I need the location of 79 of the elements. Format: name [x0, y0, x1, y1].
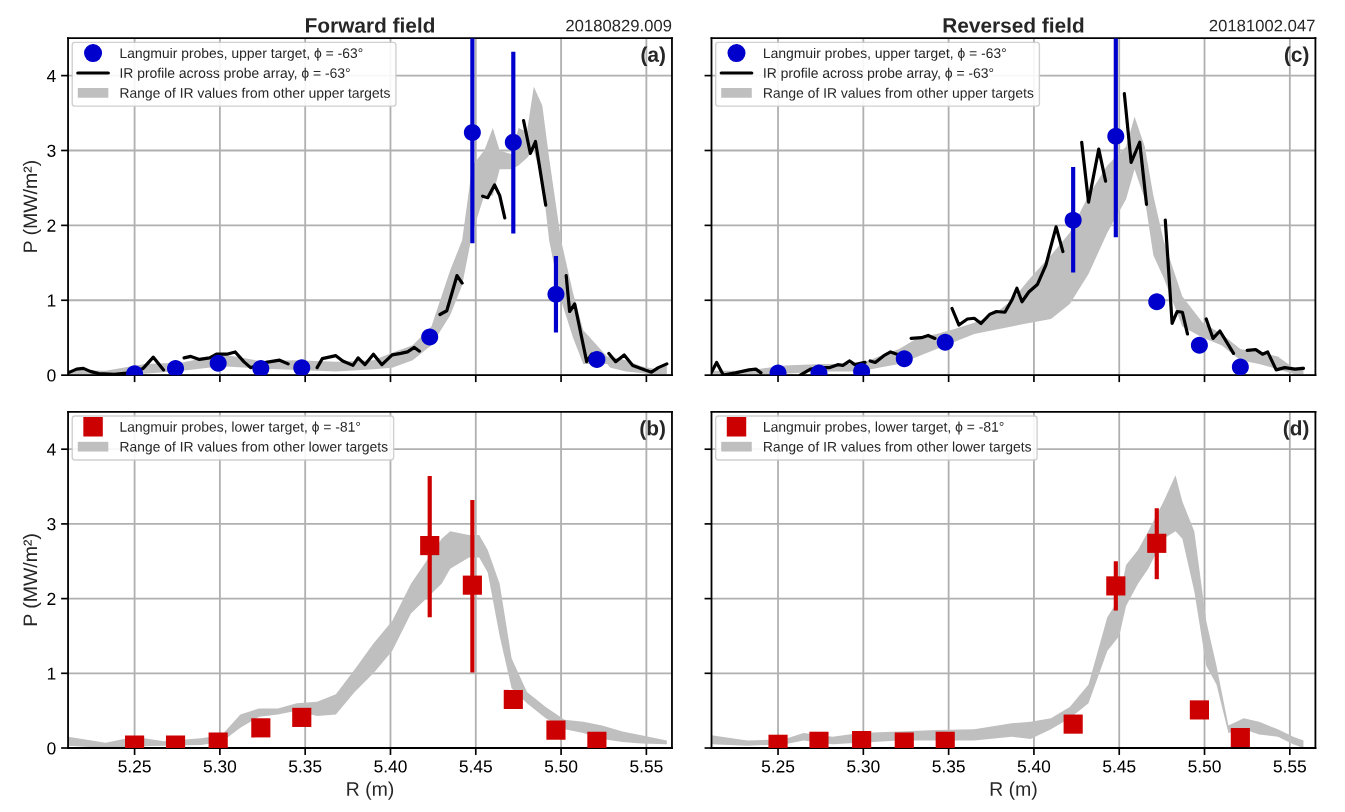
legend-label: Range of IR values from other upper targets: [764, 87, 1034, 101]
y-tick-label: 3: [47, 518, 56, 531]
y-tick-label: 4: [47, 443, 56, 456]
annotation: (c): [1284, 46, 1309, 67]
point: [252, 359, 270, 376]
point: [587, 731, 607, 749]
x-tick-label: 5.25: [761, 760, 795, 773]
point: [852, 730, 872, 749]
x-tick-label: 5.55: [1273, 760, 1306, 773]
legend-label: Range of IR values from other upper targets: [120, 87, 390, 101]
legend-label: IR profile across probe array, ϕ = -63°: [120, 67, 350, 81]
point: [1106, 576, 1126, 596]
y-tick-label: 1: [47, 294, 56, 307]
point: [895, 350, 913, 368]
point: [894, 732, 914, 749]
x-tick-label: 5.45: [1103, 760, 1136, 773]
point: [588, 350, 606, 368]
y-tick-label: 2: [47, 219, 56, 232]
x-tick-label: 5.30: [847, 760, 880, 773]
chart-title: Forward field: [306, 17, 435, 33]
x-tick-label: 5.35: [932, 760, 965, 773]
legend-label: IR profile across probe array, ϕ = -63°: [764, 67, 994, 81]
legend-label: Range of IR values from other lower targets: [764, 441, 1032, 455]
point: [251, 718, 271, 738]
point: [546, 720, 566, 740]
y-tick-label: 0: [47, 742, 56, 755]
annotation: (a): [641, 46, 665, 67]
point: [503, 689, 523, 710]
point: [421, 328, 439, 346]
x-tick-label: 5.40: [1017, 760, 1051, 773]
x-tick-label: 5.50: [1188, 760, 1221, 773]
legend-label: Langmuir probes, lower target, ϕ = -81°: [120, 421, 361, 435]
point: [292, 707, 312, 727]
point: [936, 333, 954, 351]
point: [547, 285, 565, 303]
legend-label: Langmuir probes, upper target, ϕ = -63°: [120, 47, 363, 61]
x-tick-label: 5.45: [459, 760, 492, 773]
text: 20180829.009: [566, 19, 672, 32]
x-axis-title: R (m): [347, 781, 394, 800]
point: [1231, 358, 1249, 376]
point: [463, 124, 481, 142]
point: [209, 354, 227, 372]
x-axis-title: R (m): [990, 781, 1037, 800]
annotation: (b): [640, 420, 665, 440]
point: [208, 732, 228, 749]
x-tick-label: 5.55: [630, 760, 663, 773]
point: [1107, 127, 1125, 145]
point: [1063, 714, 1083, 734]
point: [167, 359, 185, 376]
x-tick-label: 5.35: [288, 760, 322, 773]
y-tick-label: 0: [47, 369, 56, 382]
legend-label: Langmuir probes, upper target, ϕ = -63°: [764, 47, 1006, 61]
chart-title: Reversed field: [943, 17, 1084, 33]
x-tick-label: 5.50: [544, 760, 578, 773]
point: [1190, 336, 1208, 354]
point: [504, 133, 522, 151]
point: [1147, 533, 1167, 553]
point: [1148, 293, 1166, 311]
y-axis-title: P (MW/m²): [22, 534, 42, 626]
y-tick-label: 3: [47, 144, 56, 157]
legend-label: Langmuir probes, lower target, ϕ = -81°: [764, 421, 1004, 435]
x-tick-label: 5.25: [118, 760, 151, 773]
y-axis-title: P (MW/m²): [22, 161, 42, 252]
point: [1064, 211, 1082, 229]
point: [809, 731, 829, 749]
y-tick-label: 4: [47, 69, 56, 82]
y-tick-label: 1: [47, 667, 56, 680]
point: [1189, 700, 1209, 720]
legend-label: Range of IR values from other lower targets: [120, 441, 388, 455]
point: [420, 535, 440, 556]
y-tick-label: 2: [47, 592, 56, 605]
x-tick-label: 5.40: [374, 760, 407, 773]
point: [293, 359, 311, 376]
point: [1230, 727, 1250, 748]
text: 20181002.047: [1209, 19, 1315, 32]
point: [935, 731, 955, 749]
x-tick-label: 5.30: [203, 760, 237, 773]
point: [462, 575, 482, 595]
annotation: (d): [1283, 420, 1309, 440]
